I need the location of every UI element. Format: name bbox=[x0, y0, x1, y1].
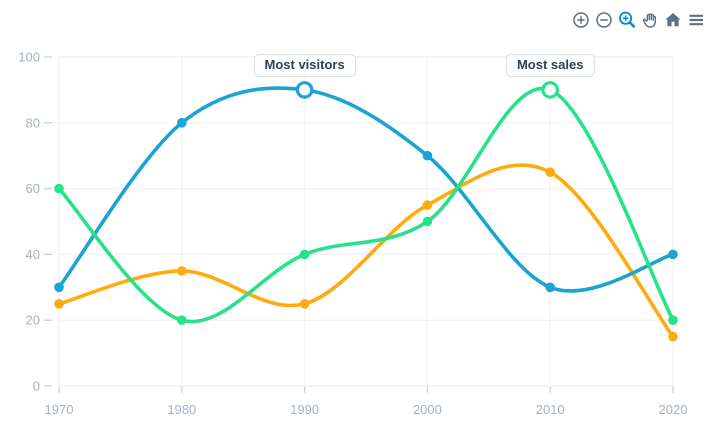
toolbar-button-zoom-in[interactable] bbox=[571, 10, 591, 30]
marker-green-1980[interactable] bbox=[177, 315, 187, 326]
x-axis-label: 1980 bbox=[167, 402, 196, 417]
x-axis-label: 1990 bbox=[290, 402, 319, 417]
marker-green-1990[interactable] bbox=[299, 249, 310, 260]
marker-blue-2010[interactable] bbox=[545, 282, 555, 293]
marker-orange-2020[interactable] bbox=[668, 331, 678, 342]
hand-icon bbox=[642, 13, 656, 28]
annotated-marker-green[interactable] bbox=[541, 81, 559, 99]
marker-orange-1970[interactable] bbox=[54, 299, 64, 309]
series-line-green bbox=[57, 86, 675, 324]
marker-blue-2000[interactable] bbox=[422, 150, 433, 161]
y-axis-label: 40 bbox=[26, 247, 40, 262]
marker-orange-1990[interactable] bbox=[299, 299, 310, 309]
toolbar-button-reset[interactable] bbox=[663, 10, 683, 30]
y-axis-label: 60 bbox=[26, 181, 40, 196]
marker-blue-2020[interactable] bbox=[668, 249, 678, 260]
plot-border bbox=[58, 56, 674, 387]
marker-orange-2010[interactable] bbox=[545, 167, 555, 177]
toolbar-button-pan[interactable] bbox=[640, 10, 660, 30]
series-line-orange bbox=[57, 163, 675, 339]
x-axis-label: 2010 bbox=[536, 402, 565, 417]
marker-orange-1980[interactable] bbox=[177, 266, 187, 276]
marker-blue-1980[interactable] bbox=[177, 118, 187, 128]
toolbar-button-menu[interactable] bbox=[686, 10, 706, 30]
home-icon bbox=[665, 13, 681, 27]
toolbar-button-zoom-out[interactable] bbox=[594, 10, 614, 30]
marker-blue-1970[interactable] bbox=[54, 282, 64, 293]
y-axis-label: 0 bbox=[33, 379, 40, 394]
y-axis-label: 80 bbox=[26, 115, 40, 130]
x-axis-label: 2000 bbox=[413, 402, 442, 417]
annotated-marker-blue[interactable] bbox=[295, 81, 314, 99]
chart-toolbar bbox=[571, 10, 706, 30]
magnifier-plus-icon bbox=[619, 11, 636, 28]
marker-orange-2000[interactable] bbox=[422, 200, 433, 210]
y-axis-label: 100 bbox=[18, 50, 40, 65]
minus-circle-icon bbox=[596, 12, 612, 28]
series-line-blue bbox=[57, 86, 675, 293]
x-axis-label: 1970 bbox=[45, 402, 74, 417]
y-axis-label: 20 bbox=[26, 313, 40, 328]
toolbar-button-box-zoom[interactable] bbox=[617, 10, 637, 30]
x-axis-label: 2020 bbox=[659, 402, 688, 417]
plus-circle-icon bbox=[573, 12, 589, 28]
marker-green-2020[interactable] bbox=[668, 315, 678, 326]
marker-green-1970[interactable] bbox=[54, 183, 64, 194]
marker-green-2000[interactable] bbox=[422, 216, 433, 227]
hamburger-icon bbox=[689, 14, 703, 26]
